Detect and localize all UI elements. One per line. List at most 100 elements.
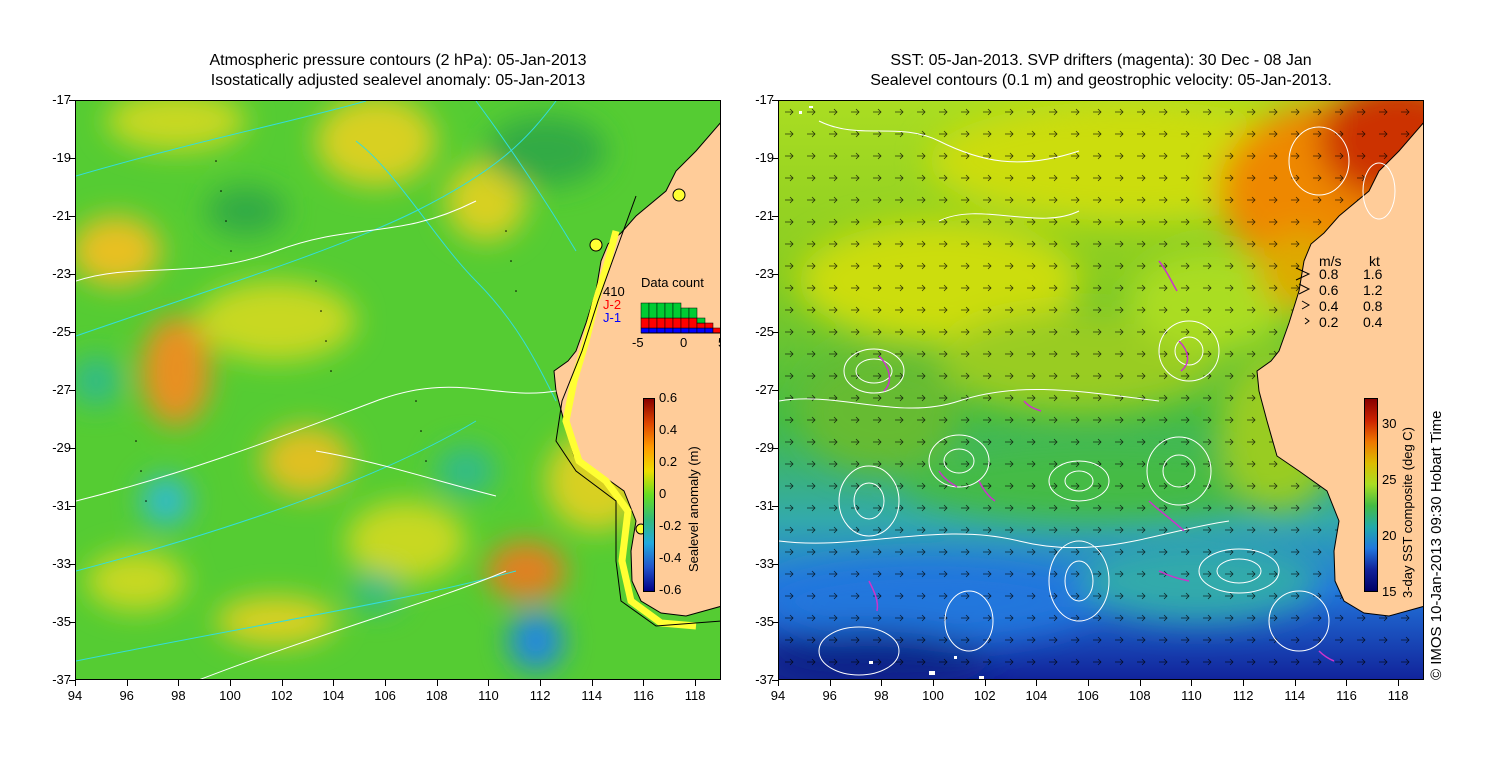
left-lat-tick-mark bbox=[69, 564, 75, 565]
velocity-legend-arrow-icon bbox=[1301, 300, 1311, 310]
sst-map[interactable]: m/s kt 0.8 1.6 0.6 1.2 0.4 0.8 0.2 0.4 bbox=[778, 100, 1424, 680]
left-lon-tick-label: 100 bbox=[219, 688, 241, 703]
right-lat-tick-label: -25 bbox=[755, 324, 774, 339]
right-lon-tick-mark bbox=[1346, 680, 1348, 686]
right-lon-tick-label: 110 bbox=[1181, 688, 1202, 703]
data-count-bar bbox=[672, 317, 682, 329]
right-lat-tick-mark bbox=[772, 448, 778, 449]
right-lon-tick-mark bbox=[933, 680, 935, 686]
right-lat-tick-mark bbox=[772, 100, 778, 101]
data-count-sat3-label: J-1 bbox=[603, 310, 621, 325]
right-title-line2: Sealevel contours (0.1 m) and geostrophi… bbox=[870, 72, 1332, 89]
velocity-legend-ms-header: m/s bbox=[1319, 253, 1342, 269]
sst-colorbar bbox=[1364, 398, 1378, 592]
imos-credit: © IMOS 10-Jan-2013 09:30 Hobart Time bbox=[1428, 410, 1445, 680]
left-lat-tick-mark bbox=[69, 216, 75, 217]
left-lon-tick-mark bbox=[281, 680, 283, 686]
sealevel-colorbar-tick: 0 bbox=[659, 486, 667, 501]
left-lat-tick-label: -31 bbox=[52, 498, 71, 513]
tide-gauge-marker[interactable] bbox=[589, 238, 603, 252]
right-lon-tick-label: 118 bbox=[1387, 688, 1409, 703]
right-lat-tick-label: -33 bbox=[755, 556, 774, 571]
right-lat-tick-mark bbox=[772, 680, 778, 681]
right-lon-tick-mark bbox=[1191, 680, 1193, 686]
right-lon-tick-mark bbox=[1294, 680, 1296, 686]
right-lon-tick-mark bbox=[984, 680, 986, 686]
sst-colorbar-tick: 30 bbox=[1382, 416, 1397, 431]
left-lat-tick-label: -37 bbox=[52, 672, 71, 687]
left-lon-tick-mark bbox=[436, 680, 438, 686]
bathymetry-contour bbox=[555, 195, 720, 627]
data-count-bar bbox=[696, 322, 706, 329]
sealevel-colorbar-title: Sealevel anomaly (m) bbox=[686, 446, 701, 572]
data-count-bar bbox=[648, 317, 658, 329]
data-count-bar bbox=[656, 302, 666, 319]
left-lat-tick-label: -21 bbox=[52, 208, 71, 223]
sealevel-colorbar-tick: -0.2 bbox=[659, 518, 682, 533]
data-count-bar bbox=[712, 327, 720, 334]
data-count-bar bbox=[672, 327, 682, 334]
left-lat-tick-label: -25 bbox=[52, 324, 71, 339]
left-lat-tick-label: -35 bbox=[52, 614, 71, 629]
sealevel-anomaly-map[interactable]: Data count 410 J-2 J-1 -5 0 5 bbox=[75, 100, 721, 680]
right-lon-tick-label: 98 bbox=[874, 688, 889, 703]
left-lon-tick-mark bbox=[591, 680, 593, 686]
left-lat-tick-mark bbox=[69, 274, 75, 275]
velocity-legend-kt-header: kt bbox=[1369, 253, 1380, 269]
left-lon-tick-label: 118 bbox=[684, 688, 706, 703]
velocity-legend-ms: 0.6 bbox=[1319, 282, 1339, 298]
left-lon-tick-mark bbox=[230, 680, 232, 686]
left-lat-tick-mark bbox=[69, 506, 75, 507]
data-count-bar bbox=[640, 327, 650, 334]
data-count-bar bbox=[704, 322, 714, 329]
velocity-legend-kt: 0.4 bbox=[1363, 314, 1383, 330]
left-lat-tick-mark bbox=[69, 390, 75, 391]
right-lon-tick-mark bbox=[1398, 680, 1400, 686]
left-lat-tick-label: -19 bbox=[52, 150, 71, 165]
left-lon-tick-mark bbox=[75, 680, 76, 686]
left-map-title: Atmospheric pressure contours (2 hPa): 0… bbox=[75, 51, 721, 91]
right-lat-tick-mark bbox=[772, 506, 778, 507]
right-lon-tick-mark bbox=[1088, 680, 1090, 686]
velocity-legend: m/s kt 0.8 1.6 0.6 1.2 0.4 0.8 0.2 0.4 bbox=[1295, 253, 1383, 330]
sst-colorbar-tick: 15 bbox=[1382, 584, 1397, 599]
australia-coastline-right bbox=[1256, 122, 1423, 617]
right-lat-tick-label: -31 bbox=[755, 498, 774, 513]
velocity-legend-ms: 0.8 bbox=[1319, 266, 1339, 282]
left-lat-tick-mark bbox=[69, 680, 75, 681]
left-lon-tick-label: 102 bbox=[270, 688, 293, 703]
sealevel-colorbar-tick: 0.2 bbox=[659, 454, 678, 469]
coastal-altimetry-band bbox=[562, 230, 697, 630]
data-count-bar bbox=[696, 327, 706, 334]
data-count-bar bbox=[704, 327, 714, 334]
right-lon-tick-label: 94 bbox=[770, 688, 786, 703]
data-count-bar bbox=[648, 327, 658, 334]
data-count-xtick: 0 bbox=[680, 335, 687, 350]
left-lon-tick-label: 110 bbox=[478, 688, 499, 703]
left-lon-tick-mark bbox=[126, 680, 128, 686]
altimeter-tracks bbox=[135, 160, 517, 502]
tide-gauge-marker[interactable] bbox=[672, 188, 686, 202]
left-lat-tick-mark bbox=[69, 100, 75, 101]
right-lon-tick-label: 102 bbox=[973, 688, 996, 703]
data-count-bar bbox=[656, 327, 666, 334]
left-lon-tick-label: 98 bbox=[171, 688, 186, 703]
sst-colorbar-tick: 20 bbox=[1382, 528, 1397, 543]
data-count-bar bbox=[688, 307, 698, 319]
sealevel-contours bbox=[779, 120, 1396, 676]
right-lon-tick-mark bbox=[829, 680, 831, 686]
data-count-bar bbox=[640, 302, 650, 319]
data-count-bar bbox=[656, 317, 666, 329]
velocity-legend-ms: 0.2 bbox=[1319, 314, 1339, 330]
left-lon-tick-label: 108 bbox=[425, 688, 448, 703]
anomaly-blobs bbox=[76, 101, 646, 671]
right-lon-tick-label: 112 bbox=[1232, 688, 1254, 703]
right-lon-tick-mark bbox=[1243, 680, 1245, 686]
left-lon-tick-mark bbox=[178, 680, 180, 686]
data-count-sat1-label: 410 bbox=[603, 284, 625, 299]
left-lon-tick-mark bbox=[643, 680, 645, 686]
data-count-bar bbox=[664, 302, 674, 319]
left-lon-tick-label: 106 bbox=[374, 688, 396, 703]
data-count-bar bbox=[680, 307, 690, 319]
data-count-bar bbox=[672, 302, 682, 319]
